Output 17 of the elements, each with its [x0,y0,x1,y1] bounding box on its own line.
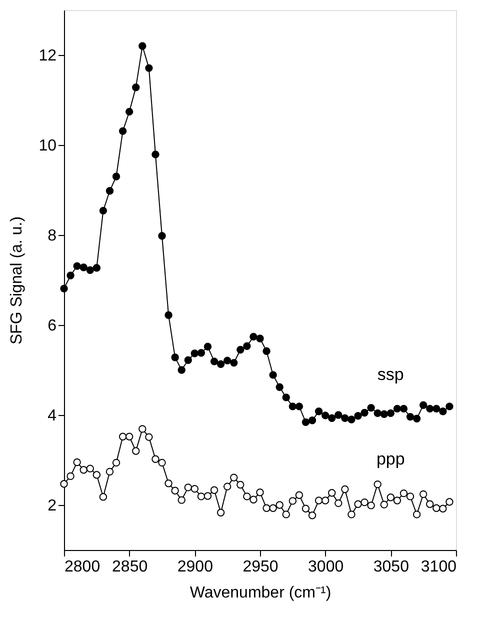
x-tick-label: 3050 [373,558,410,576]
x-tick-label: 2950 [242,558,278,576]
y-tick-label: 2 [48,498,57,514]
y-tick-label: 8 [48,228,57,244]
series-label: ppp [376,449,405,468]
x-tick-label: 2850 [112,558,148,576]
y-tick-label: 10 [38,138,57,154]
series-label: ssp [377,365,404,384]
x-tick-label: 3100 [420,558,457,576]
x-axis-title: Wavenumber (cm⁻¹) [190,584,332,602]
y-tick-label: 12 [38,48,57,64]
x-tick-label: 2800 [64,558,100,576]
y-tick-label: 6 [48,318,57,334]
y-tick-label: 4 [48,408,57,424]
x-tick-label: 2900 [177,558,214,576]
y-axis-title: SFG Signal (a. u.) [8,216,26,345]
x-tick-label: 3000 [308,558,344,576]
